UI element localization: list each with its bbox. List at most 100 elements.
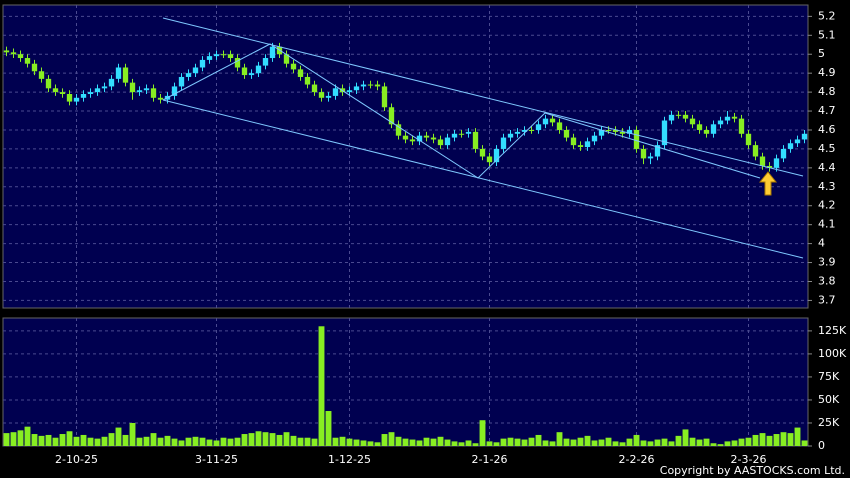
candle-body (570, 137, 577, 146)
candle-body (675, 114, 682, 116)
trend-line (162, 99, 804, 259)
volume-bar (619, 442, 626, 446)
volume-bar (542, 440, 549, 446)
volume-bar (710, 443, 717, 446)
volume-bar (276, 434, 283, 446)
candle-body (199, 59, 206, 68)
candle-body (220, 54, 227, 56)
candle-body (549, 118, 556, 123)
volume-bar (171, 438, 178, 446)
candle-body (633, 129, 640, 149)
x-tick-label: 3-11-25 (195, 453, 238, 466)
candle-body (101, 86, 108, 89)
candle-body (353, 86, 360, 91)
volume-bar (10, 432, 17, 446)
volume-bar (780, 432, 787, 446)
volume-bar (206, 439, 213, 446)
volume-bar (248, 433, 255, 446)
y-tick-label: 4.1 (818, 218, 836, 231)
y-tick-label: 3.9 (818, 256, 836, 269)
volume-bar (94, 438, 101, 446)
volume-bar (108, 433, 115, 446)
candle-body (521, 129, 528, 132)
volume-bar (24, 426, 31, 446)
volume-bar (381, 434, 388, 446)
candle-body (318, 92, 325, 98)
candle-body (514, 131, 521, 134)
volume-bar (360, 440, 367, 446)
volume-bar (409, 439, 416, 446)
candle-body (248, 73, 255, 76)
x-tick-label: 2-3-26 (731, 453, 767, 466)
candle-body (171, 86, 178, 96)
candle-body (73, 97, 80, 102)
candle-body (192, 67, 199, 74)
volume-bar (745, 437, 752, 446)
candle-body (115, 67, 122, 79)
candle-body (430, 137, 437, 140)
candle-body (752, 145, 759, 157)
volume-bar (535, 434, 542, 446)
candle-body (507, 133, 514, 138)
volume-bar (500, 438, 507, 446)
candle-body (780, 148, 787, 159)
y-tick-label: 4.6 (818, 123, 836, 136)
x-tick-label: 2-10-25 (55, 453, 98, 466)
candle-body (437, 139, 444, 146)
volume-bar (556, 432, 563, 446)
volume-bar (598, 439, 605, 446)
candle-body (654, 145, 661, 157)
volume-bar (395, 436, 402, 446)
x-tick-label: 2-1-26 (472, 453, 508, 466)
volume-bar (31, 434, 38, 446)
volume-bar (304, 437, 311, 446)
volume-bar (388, 432, 395, 446)
volume-bar (332, 437, 339, 446)
volume-bar (234, 437, 241, 446)
volume-bar (514, 438, 521, 446)
volume-bar (437, 436, 444, 446)
candle-body (668, 114, 675, 121)
candle-body (136, 90, 143, 93)
candle-body (717, 120, 724, 125)
volume-bar (164, 435, 171, 446)
candle-body (689, 118, 696, 125)
candle-body (710, 124, 717, 134)
y-tick-label: 4.8 (818, 85, 836, 98)
mark-layer (3, 42, 808, 446)
volume-bar (472, 443, 479, 446)
volume-bar (521, 439, 528, 446)
candle-body (311, 84, 318, 93)
volume-bar (528, 437, 535, 446)
volume-bar (227, 438, 234, 446)
candle-body (360, 84, 367, 87)
volume-bar (374, 442, 381, 446)
signal-arrow (758, 171, 778, 196)
candle-body (472, 131, 479, 149)
candle-body (3, 50, 10, 53)
volume-bar (157, 437, 164, 446)
candle-body (178, 76, 185, 87)
y-tick-label: 25K (818, 416, 840, 429)
volume-bar (143, 436, 150, 446)
volume-bar (563, 438, 570, 446)
volume-bar (801, 440, 808, 446)
candle-body (794, 139, 801, 144)
y-tick-label: 5.1 (818, 28, 836, 41)
volume-bar (626, 438, 633, 446)
volume-bar (255, 431, 262, 446)
candle-body (647, 156, 654, 159)
candle-body (66, 94, 73, 102)
volume-bar (3, 433, 10, 446)
volume-bar (479, 420, 486, 446)
volume-bar (87, 437, 94, 446)
candle-body (619, 131, 626, 134)
volume-bar (59, 434, 66, 446)
candle-body (773, 158, 780, 168)
candle-body (563, 129, 570, 138)
y-tick-label: 3.8 (818, 274, 836, 287)
candle-body (500, 137, 507, 149)
volume-bar (773, 434, 780, 446)
y-tick-label: 5.2 (818, 9, 836, 22)
